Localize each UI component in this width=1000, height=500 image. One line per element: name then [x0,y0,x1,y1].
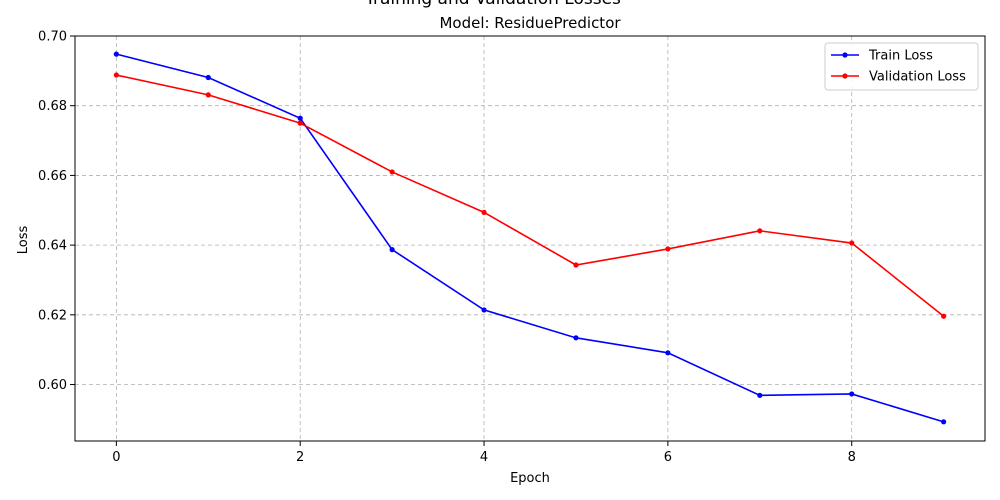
x-tick-label: 8 [848,450,856,465]
data-point [205,92,211,98]
data-point [113,72,119,78]
y-axis: 0.60 0.62 0.64 0.66 0.68 0.70 [38,30,75,393]
data-point [665,246,671,252]
y-tick-label: 0.70 [38,30,67,45]
x-tick-label: 4 [480,450,488,465]
chart-title: Training and Validation Losses [364,0,621,9]
data-point [849,391,855,397]
data-point [297,120,303,126]
data-point [665,350,671,356]
data-point [481,307,487,313]
data-point [849,240,855,246]
series-line [116,74,945,317]
plot-area-frame [74,35,986,442]
legend-marker [842,73,848,79]
x-tick-label: 2 [296,450,304,465]
legend-label: Validation Loss [869,70,966,85]
data-point [941,419,947,425]
x-axis: 0 2 4 6 8 [112,441,856,465]
chart-subtitle: Model: ResiduePredictor [439,14,621,32]
legend-marker [842,52,848,58]
data-point [941,313,947,319]
y-axis-label: Loss [16,226,31,255]
data-point [389,169,395,175]
data-point [757,228,763,234]
y-tick-label: 0.64 [38,239,67,254]
series-group [113,51,947,425]
legend: Train Loss Validation Loss [824,42,979,91]
legend-label: Train Loss [868,49,933,64]
data-point [389,247,395,253]
y-tick-label: 0.66 [38,169,67,184]
x-tick-label: 0 [112,450,120,465]
data-point [573,335,579,341]
data-point [297,115,303,121]
data-point [757,392,763,398]
x-axis-label: Epoch [510,471,550,486]
data-point [113,51,119,57]
legend-box [824,42,979,91]
data-point [573,262,579,268]
data-point [481,209,487,215]
y-tick-label: 0.62 [38,308,67,323]
series-line [116,53,944,423]
y-tick-label: 0.68 [38,99,67,114]
data-point [205,74,211,81]
y-tick-label: 0.60 [38,378,67,393]
x-tick-label: 6 [664,450,672,465]
